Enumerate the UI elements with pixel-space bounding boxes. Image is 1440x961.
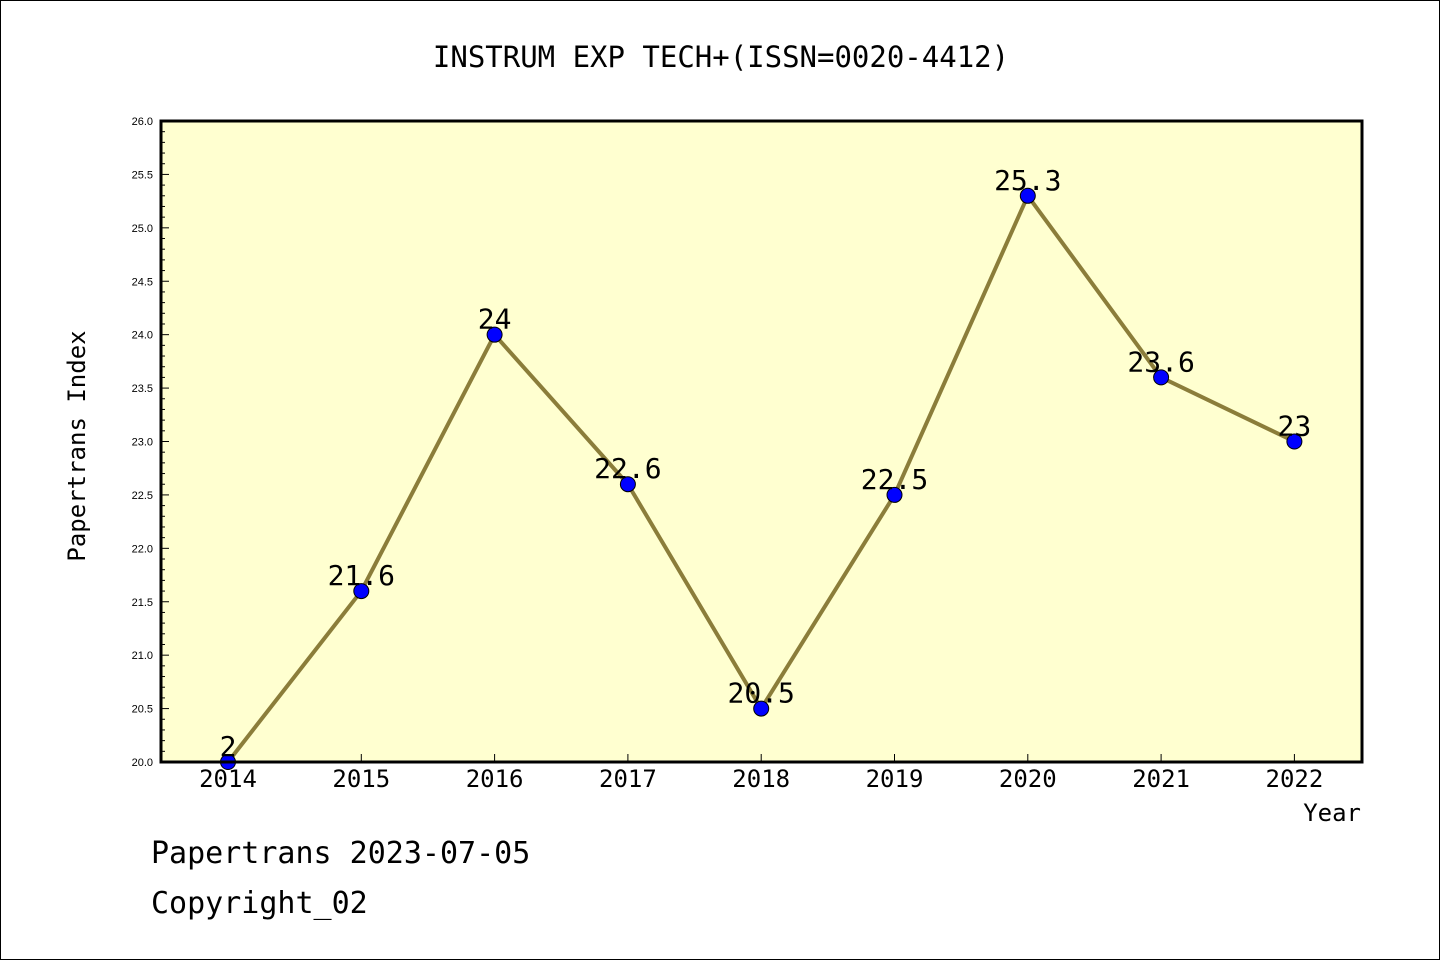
x-tick-label: 2019: [866, 765, 924, 793]
data-point: [1153, 369, 1170, 386]
y-tick-label: 22.0: [132, 543, 153, 555]
data-label: 23.6: [1127, 345, 1194, 378]
y-tick-label: 24.0: [132, 330, 153, 342]
x-axis-label: Year: [1303, 799, 1361, 827]
data-label: 22.6: [594, 452, 661, 485]
data-label: 20.5: [727, 677, 794, 710]
y-tick-label: 24.5: [132, 276, 153, 288]
x-tick-label: 2022: [1266, 765, 1324, 793]
data-label: 25.3: [994, 164, 1061, 197]
x-tick-label: 2020: [999, 765, 1057, 793]
y-axis-tick-labels: 20.0 20.5 21.0 21.5 22.0 22.5 23.0 23.5 24.0 24.5…: [132, 116, 153, 769]
data-point: [619, 476, 636, 493]
data-label: 21.6: [328, 559, 395, 592]
y-tick-label: 26.0: [132, 116, 153, 128]
data-point: [1286, 433, 1303, 450]
plot-border: [159, 119, 1364, 764]
y-tick-label: 23.5: [132, 383, 153, 395]
y-axis-label: Papertrans Index: [63, 330, 91, 561]
data-point: [886, 486, 903, 503]
footer-date: Papertrans 2023-07-05: [151, 836, 531, 871]
x-tick-label: 2015: [332, 765, 390, 793]
y-tick-label: 21.5: [132, 597, 153, 609]
data-point: [353, 583, 370, 600]
data-labels: 2 21.6 24 22.6 20.5 22.5 25.3 23.6 23: [220, 164, 1312, 763]
data-label: 2: [220, 730, 237, 763]
y-tick-label: 25.0: [132, 223, 153, 235]
data-label: 24: [478, 303, 512, 336]
x-tick-label: 2021: [1132, 765, 1190, 793]
y-tick-label: 25.5: [132, 169, 153, 181]
y-tick-label: 23.0: [132, 437, 153, 449]
plot-area: [161, 121, 1362, 762]
x-tick-label: 2017: [599, 765, 657, 793]
x-axis-tick-labels: 2014 2015 2016 2017 2018 2019 2020 2021 2022: [199, 754, 1323, 793]
data-point: [486, 326, 503, 343]
data-label: 22.5: [861, 463, 928, 496]
data-point: [753, 700, 770, 717]
footer-copyright: Copyright_02: [151, 886, 368, 921]
data-point: [1019, 187, 1036, 204]
y-tick-label: 22.5: [132, 490, 153, 502]
y-tick-label: 20.5: [132, 704, 153, 716]
x-tick-label: 2018: [732, 765, 790, 793]
y-tick-label: 20.0: [132, 757, 153, 769]
x-tick-label: 2016: [466, 765, 524, 793]
chart-title: INSTRUM EXP TECH+(ISSN=0020-4412): [433, 40, 1009, 74]
y-tick-label: 21.0: [132, 650, 153, 662]
data-label: 23: [1278, 410, 1312, 443]
